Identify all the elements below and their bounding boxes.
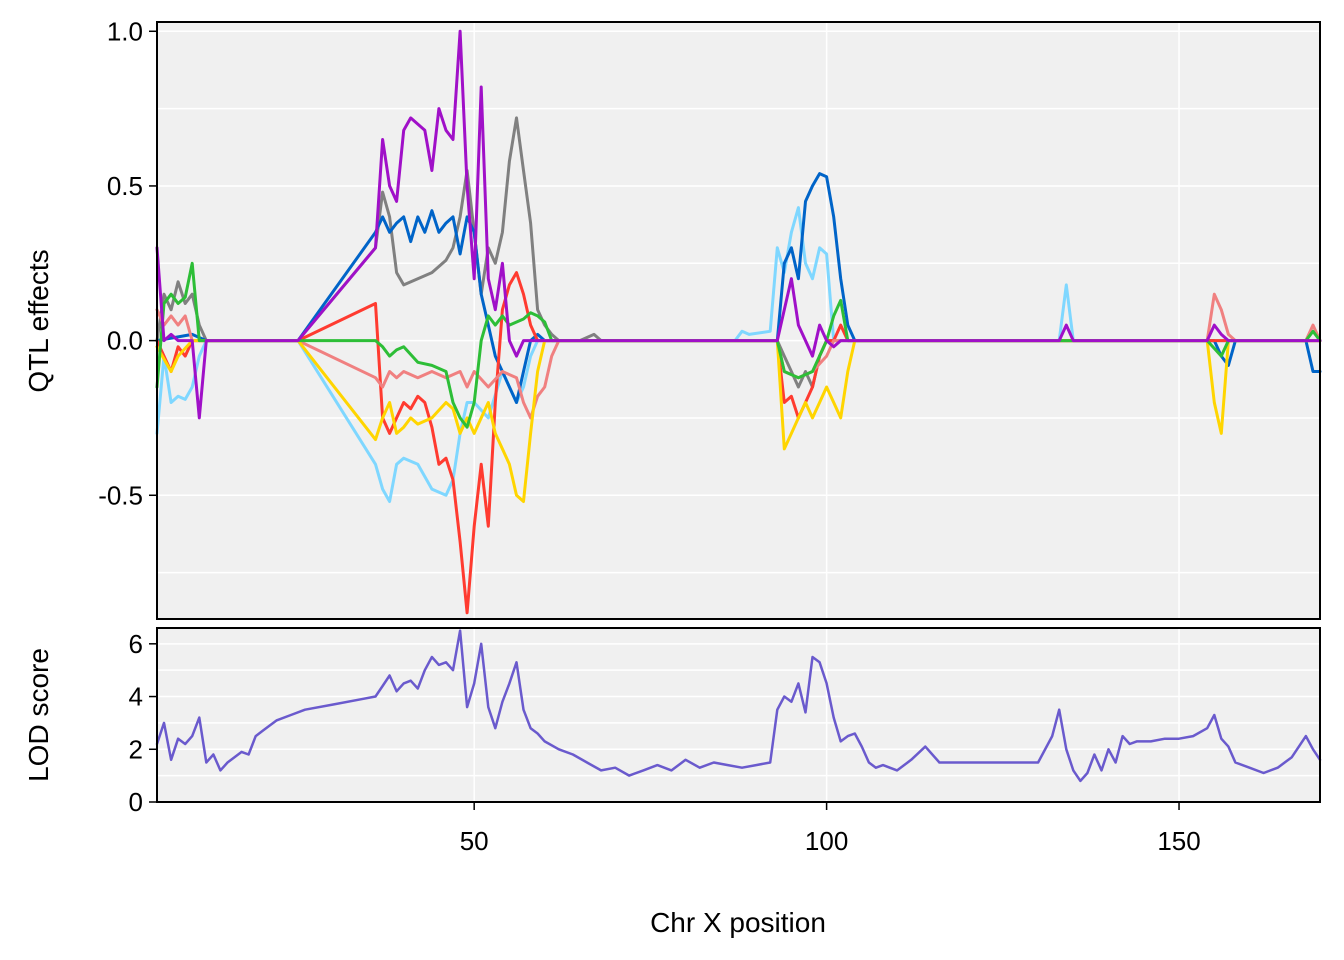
lod-y-ticks: 0 2 4 6 [129, 629, 157, 817]
effects-y-tick-label: 0.0 [107, 326, 143, 356]
lod-y-tick-label: 4 [129, 682, 143, 712]
lod-plot-area [157, 628, 1320, 802]
x-tick-label: 150 [1157, 826, 1200, 856]
effects-y-tick-label: 1.0 [107, 16, 143, 46]
effects-plot-area [157, 22, 1320, 619]
effects-series-line-2 [155, 172, 1322, 404]
lod-series-group [155, 629, 1322, 783]
x-tick-label: 100 [805, 826, 848, 856]
x-tick-label: 50 [460, 826, 489, 856]
effects-series-line-4 [155, 292, 1322, 420]
effects-gridlines [157, 22, 1320, 619]
effects-y-axis-title: QTL effects [23, 249, 54, 392]
effects-y-tick-label: -0.5 [98, 480, 143, 510]
lod-gridlines [157, 628, 1320, 803]
x-ticks: 50 100 150 [460, 802, 1201, 856]
lod-panel: 0 2 4 6 50 100 150 LOD score Chr X position [23, 627, 1322, 938]
effects-y-ticks: 1.0 0.5 0.0 -0.5 [98, 16, 157, 510]
lod-y-tick-label: 0 [129, 787, 143, 817]
effects-y-tick-label: 0.5 [107, 171, 143, 201]
lod-series-line-0 [155, 629, 1322, 783]
effects-series-line-6 [155, 261, 1322, 429]
effects-series-line-5 [155, 339, 1322, 503]
lod-y-tick-label: 2 [129, 734, 143, 764]
effects-panel: 1.0 0.5 0.0 -0.5 QTL effects [23, 16, 1322, 620]
effects-frame [156, 21, 1321, 620]
effects-series-group [155, 29, 1322, 615]
effects-series-line-7 [155, 29, 1322, 420]
x-axis-title: Chr X position [650, 907, 826, 938]
lod-frame [156, 627, 1321, 803]
lod-y-tick-label: 6 [129, 629, 143, 659]
lod-y-axis-title: LOD score [23, 648, 54, 782]
